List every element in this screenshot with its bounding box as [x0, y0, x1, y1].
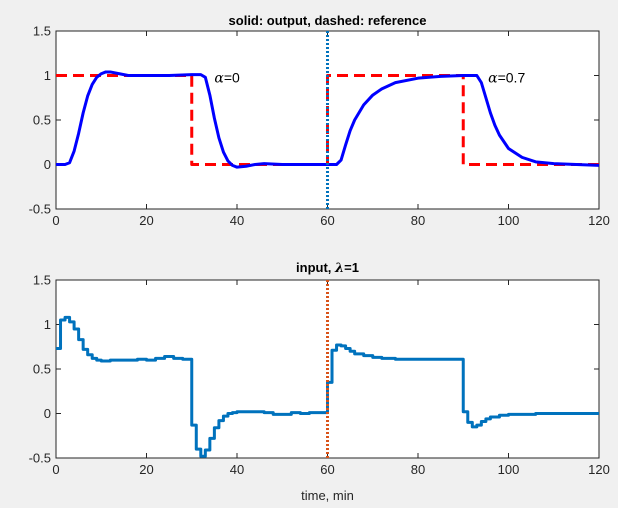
- top-axis-ticks: 0 20 40 60 80 100 120-0.500.511.5: [29, 24, 610, 229]
- x-tick-label: 60: [320, 462, 334, 477]
- x-tick-label: 40: [230, 462, 244, 477]
- x-tick-label: 120: [588, 213, 610, 228]
- bottom-x-axis-label: time, min: [301, 488, 354, 503]
- x-tick-label: 0: [52, 462, 59, 477]
- top-chart-title: solid: output, dashed: reference: [229, 13, 427, 28]
- x-tick-label: 20: [139, 213, 153, 228]
- y-tick-label: 1: [44, 317, 51, 332]
- y-tick-label: -0.5: [29, 451, 51, 466]
- y-tick-label: 1: [44, 68, 51, 83]
- x-tick-label: 0: [52, 213, 59, 228]
- y-tick-label: 0: [44, 157, 51, 172]
- x-tick-label: 40: [230, 213, 244, 228]
- y-tick-label: 0: [44, 406, 51, 421]
- x-tick-label: 80: [411, 462, 425, 477]
- x-tick-label: 100: [498, 462, 520, 477]
- x-tick-label: 100: [498, 213, 520, 228]
- y-tick-label: 0.5: [33, 362, 51, 377]
- step-series-line: [56, 315, 599, 458]
- bottom-series: [56, 280, 599, 458]
- curve-annotation: α=0: [214, 69, 240, 86]
- bottom-axes: input, λ=1 time, min 0 20 40 60 80 100 120 -0.5…: [29, 260, 610, 503]
- top-axes: solid: output, dashed: reference 0 20 40 60…: [29, 13, 610, 228]
- top-annotations: α=0 α=0.7: [214, 69, 525, 86]
- bottom-chart-title: input, λ=1: [296, 260, 359, 276]
- y-tick-label: 1.5: [33, 24, 51, 39]
- curve-annotation: α=0.7: [488, 69, 525, 86]
- y-tick-label: -0.5: [29, 202, 51, 217]
- y-tick-label: 1.5: [33, 273, 51, 288]
- x-tick-label: 20: [139, 462, 153, 477]
- y-tick-label: 0.5: [33, 113, 51, 128]
- solid-series-line: [56, 70, 600, 169]
- x-tick-label: 60: [320, 213, 334, 228]
- x-tick-label: 120: [588, 462, 610, 477]
- x-tick-label: 80: [411, 213, 425, 228]
- top-series: [56, 31, 600, 209]
